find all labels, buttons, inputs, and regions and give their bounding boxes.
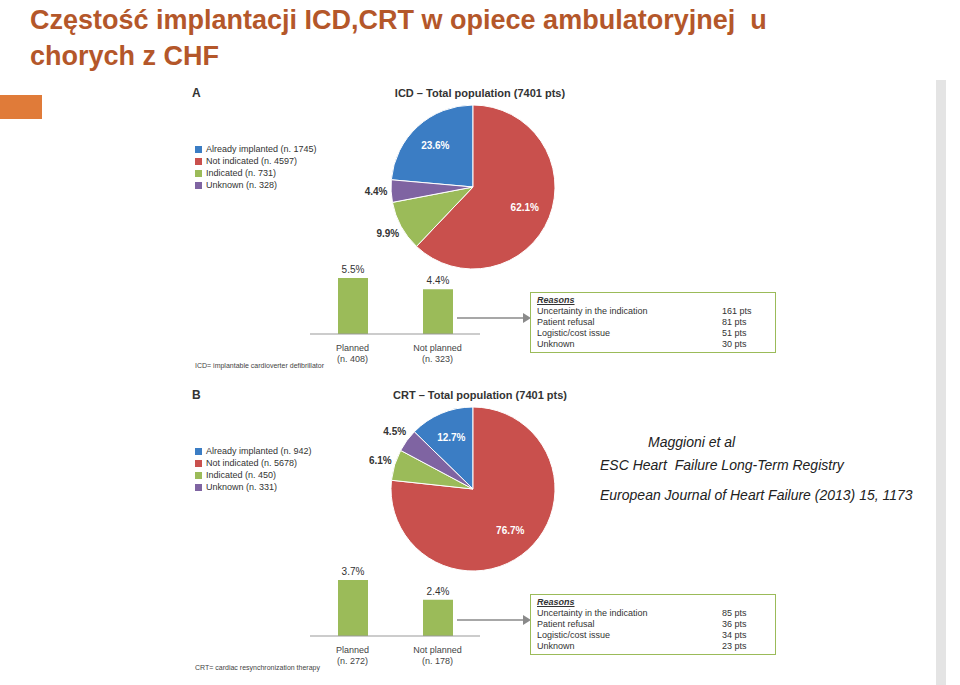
svg-text:62.1%: 62.1% <box>511 202 539 213</box>
html-text:Not indicated (n. 4597): Not indicated (n. 4597) <box>206 156 298 166</box>
html-text:Patient refusal: Patient refusal <box>537 619 595 629</box>
html-text:Reasons: Reasons <box>537 295 575 305</box>
svg-text:3.7%: 3.7% <box>342 566 365 577</box>
html-text:Unknown (n. 328): Unknown (n. 328) <box>206 180 277 190</box>
html-text:34 pts: 34 pts <box>722 630 747 640</box>
html-text:ESC Heart Failure Long-Term Re: ESC Heart Failure Long-Term Registry <box>600 457 844 473</box>
html-text:Patient refusal: Patient refusal <box>537 317 595 327</box>
html-text:Uncertainty in the indication: Uncertainty in the indication <box>537 608 648 618</box>
html-text:Indicated (n. 731): Indicated (n. 731) <box>206 168 276 178</box>
svg-text:2.4%: 2.4% <box>427 586 450 597</box>
html-text:CRT – Total population (7401 p: CRT – Total population (7401 pts) <box>393 389 567 401</box>
svg-text:Not planned(n. 178): Not planned(n. 178) <box>413 645 462 666</box>
html-text:Unknown (n. 331): Unknown (n. 331) <box>206 482 277 492</box>
html-text:Maggioni et al: Maggioni et al <box>648 434 736 450</box>
html-text:36 pts: 36 pts <box>722 619 747 629</box>
html-text:Indicated (n. 450): Indicated (n. 450) <box>206 470 276 480</box>
html-text:ICD= implantable cardioverter: ICD= implantable cardioverter defibrilla… <box>195 362 324 369</box>
html-text:Reasons: Reasons <box>537 597 575 607</box>
html-text:chorych z CHF: chorych z CHF <box>30 41 219 71</box>
svg-text:Planned(n. 408): Planned(n. 408) <box>336 343 369 364</box>
svg-text:4.4%: 4.4% <box>365 186 388 197</box>
html-text:161 pts: 161 pts <box>722 306 752 316</box>
svg-text:Not planned(n. 323): Not planned(n. 323) <box>413 343 462 364</box>
html-text:Not indicated (n. 5678): Not indicated (n. 5678) <box>206 458 298 468</box>
html-text:30 pts: 30 pts <box>722 339 747 349</box>
html-text:81 pts: 81 pts <box>722 317 747 327</box>
html-text:ICD – Total population (7401 p: ICD – Total population (7401 pts) <box>394 87 566 99</box>
html-text:Częstość implantacji ICD,CRT w: Częstość implantacji ICD,CRT w opiece am… <box>30 5 767 35</box>
html-text:Unknown: Unknown <box>537 641 575 651</box>
html-text:Already implanted (n. 942): Already implanted (n. 942) <box>206 446 312 456</box>
html-text:A: A <box>192 86 201 100</box>
html-text:B: B <box>192 388 201 402</box>
html-text:CRT= cardiac resynchronization: CRT= cardiac resynchronization therapy <box>195 664 320 671</box>
html-text:23 pts: 23 pts <box>722 641 747 651</box>
html-text:Unknown: Unknown <box>537 339 575 349</box>
html-text:51 pts: 51 pts <box>722 328 747 338</box>
svg-text:9.9%: 9.9% <box>376 228 399 239</box>
html-text:Logistic/cost issue: Logistic/cost issue <box>537 630 610 640</box>
html-text:Logistic/cost issue: Logistic/cost issue <box>537 328 610 338</box>
svg-text:12.7%: 12.7% <box>437 432 465 443</box>
svg-text:4.5%: 4.5% <box>383 426 406 437</box>
svg-text:5.5%: 5.5% <box>342 264 365 275</box>
html-text:Already implanted (n. 1745): Already implanted (n. 1745) <box>206 144 317 154</box>
html-text:85 pts: 85 pts <box>722 608 747 618</box>
html-text:European Journal of Heart Fail: European Journal of Heart Failure (2013)… <box>600 487 913 503</box>
html-text:Uncertainty in the indication: Uncertainty in the indication <box>537 306 648 316</box>
svg-text:23.6%: 23.6% <box>421 140 449 151</box>
svg-text:6.1%: 6.1% <box>369 455 392 466</box>
svg-text:76.7%: 76.7% <box>496 525 524 536</box>
svg-text:4.4%: 4.4% <box>427 275 450 286</box>
svg-text:Planned(n. 272): Planned(n. 272) <box>336 645 369 666</box>
